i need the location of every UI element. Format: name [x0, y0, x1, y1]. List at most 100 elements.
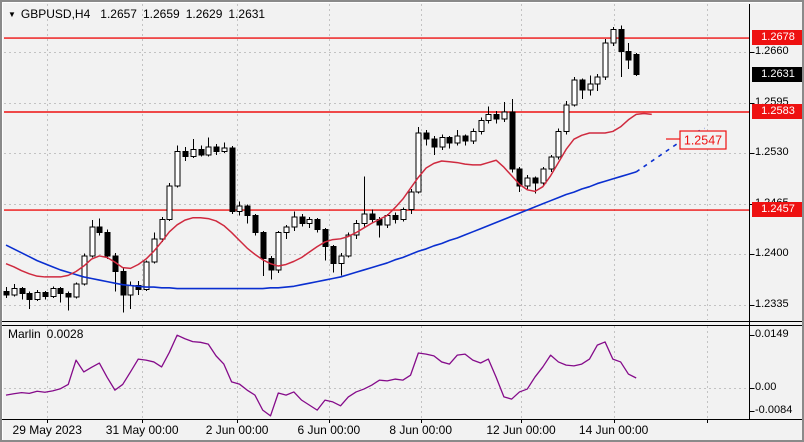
candle-body: [579, 79, 586, 91]
candle-body: [236, 205, 243, 213]
quote-high: 1.2659: [142, 7, 180, 21]
indicator-value: 0.0028: [46, 327, 84, 341]
candle-body: [26, 292, 33, 300]
candle-body: [81, 255, 88, 285]
candle-body: [11, 288, 18, 296]
candle-body: [369, 213, 376, 220]
symbol-dropdown-icon[interactable]: ▼: [8, 10, 16, 19]
candle-body: [555, 130, 562, 158]
candle-body: [454, 135, 461, 144]
candle-body: [548, 156, 555, 170]
candle-body: [65, 292, 72, 298]
price-tick-label: 1.2660: [755, 45, 789, 58]
quote-open: 1.2657: [100, 7, 137, 21]
indicator-tick-label: -0.0084: [755, 404, 793, 416]
candle-body: [244, 205, 251, 216]
candle-body: [3, 291, 10, 296]
date-label: 8 Jun 00:00: [389, 423, 453, 437]
candle-body: [174, 151, 181, 187]
candle-body: [104, 232, 111, 257]
candle-body: [283, 226, 290, 234]
date-label: 6 Jun 00:00: [297, 423, 361, 437]
indicator-name: Marlin: [8, 327, 41, 341]
candle-body: [229, 147, 236, 213]
price-tick-label: 1.2400: [755, 247, 789, 260]
marlin-indicator-line: [5, 334, 637, 417]
candle-body: [353, 222, 360, 236]
quote-close: 1.2631: [228, 7, 266, 21]
candle-body: [89, 226, 96, 257]
candle-body: [306, 218, 313, 224]
price-level-badge: 1.2583: [752, 104, 802, 119]
candles-layer: [3, 25, 640, 313]
candle-body: [361, 213, 368, 224]
time-axis[interactable]: 29 May 2023 31 May 00:00 2 Jun 00:00 6 Jun …: [2, 420, 802, 440]
candle-body: [96, 226, 103, 234]
candle-body: [509, 111, 516, 170]
candle-body: [587, 83, 594, 91]
price-levels-layer: [4, 37, 750, 211]
candle-body: [314, 218, 321, 230]
candle-body: [34, 291, 41, 300]
candle-body: [127, 284, 134, 296]
candle-body: [532, 177, 539, 184]
candle-body: [594, 76, 601, 85]
candle-body: [159, 218, 166, 240]
quote-low: 1.2629: [185, 7, 223, 21]
slow-ma-line: [5, 171, 637, 290]
indicator-tick-label: 0.0149: [755, 328, 789, 340]
candle-body: [205, 146, 212, 156]
date-label: 12 Jun 00:00: [486, 423, 556, 437]
candle-body: [540, 168, 547, 184]
candle-body: [291, 216, 298, 228]
candle-body: [260, 232, 267, 259]
price-axis[interactable]: 1.26601.25951.25301.24651.24001.23351.26…: [751, 2, 802, 419]
candle-body: [198, 148, 205, 156]
current-price-badge: 1.2631: [752, 66, 802, 82]
candle-body: [571, 79, 578, 106]
candle-body: [610, 29, 617, 44]
candle-body: [345, 234, 352, 257]
panel-splitter[interactable]: [2, 320, 802, 326]
candle-body: [190, 148, 197, 157]
candle-body: [563, 104, 570, 132]
candle-body: [415, 132, 422, 193]
symbol-timeframe-label: GBPUSD,H4: [20, 7, 91, 21]
candle-body: [408, 191, 415, 210]
candle-body: [19, 288, 26, 294]
candle-body: [625, 50, 632, 61]
candle-body: [299, 216, 306, 224]
grid-layer: [4, 4, 750, 418]
candle-body: [501, 111, 508, 120]
price-level-badge: 1.2678: [752, 30, 802, 46]
forecast-price-tag: [679, 130, 727, 150]
candle-body: [602, 42, 609, 78]
candle-body: [633, 53, 640, 76]
candle-body: [400, 208, 407, 220]
chart-header: ▼ GBPUSD,H4 1.2657 1.2659 1.2629 1.2631: [8, 7, 271, 21]
candle-body: [439, 137, 446, 148]
candle-body: [462, 135, 469, 142]
indicator-tick-label: 0.00: [755, 381, 777, 393]
forecast-price-text: 1.2547: [684, 134, 722, 148]
candle-body: [478, 120, 485, 132]
candle-body: [182, 151, 189, 157]
candle-body: [213, 146, 220, 153]
date-label: 31 May 00:00: [105, 423, 179, 437]
candle-body: [73, 283, 80, 298]
candle-body: [470, 130, 477, 142]
price-level-badge: 1.2457: [752, 202, 802, 218]
forecast-dashed-line: [635, 127, 705, 173]
candle-body: [221, 147, 228, 153]
candle-body: [322, 228, 329, 248]
candle-body: [120, 270, 127, 296]
date-label: 2 Jun 00:00: [205, 423, 269, 437]
candle-body: [143, 261, 150, 290]
candle-body: [392, 214, 399, 220]
date-label: 14 Jun 00:00: [578, 423, 649, 437]
candle-body: [446, 137, 453, 144]
candle-body: [275, 232, 282, 271]
candle-body: [330, 246, 337, 265]
